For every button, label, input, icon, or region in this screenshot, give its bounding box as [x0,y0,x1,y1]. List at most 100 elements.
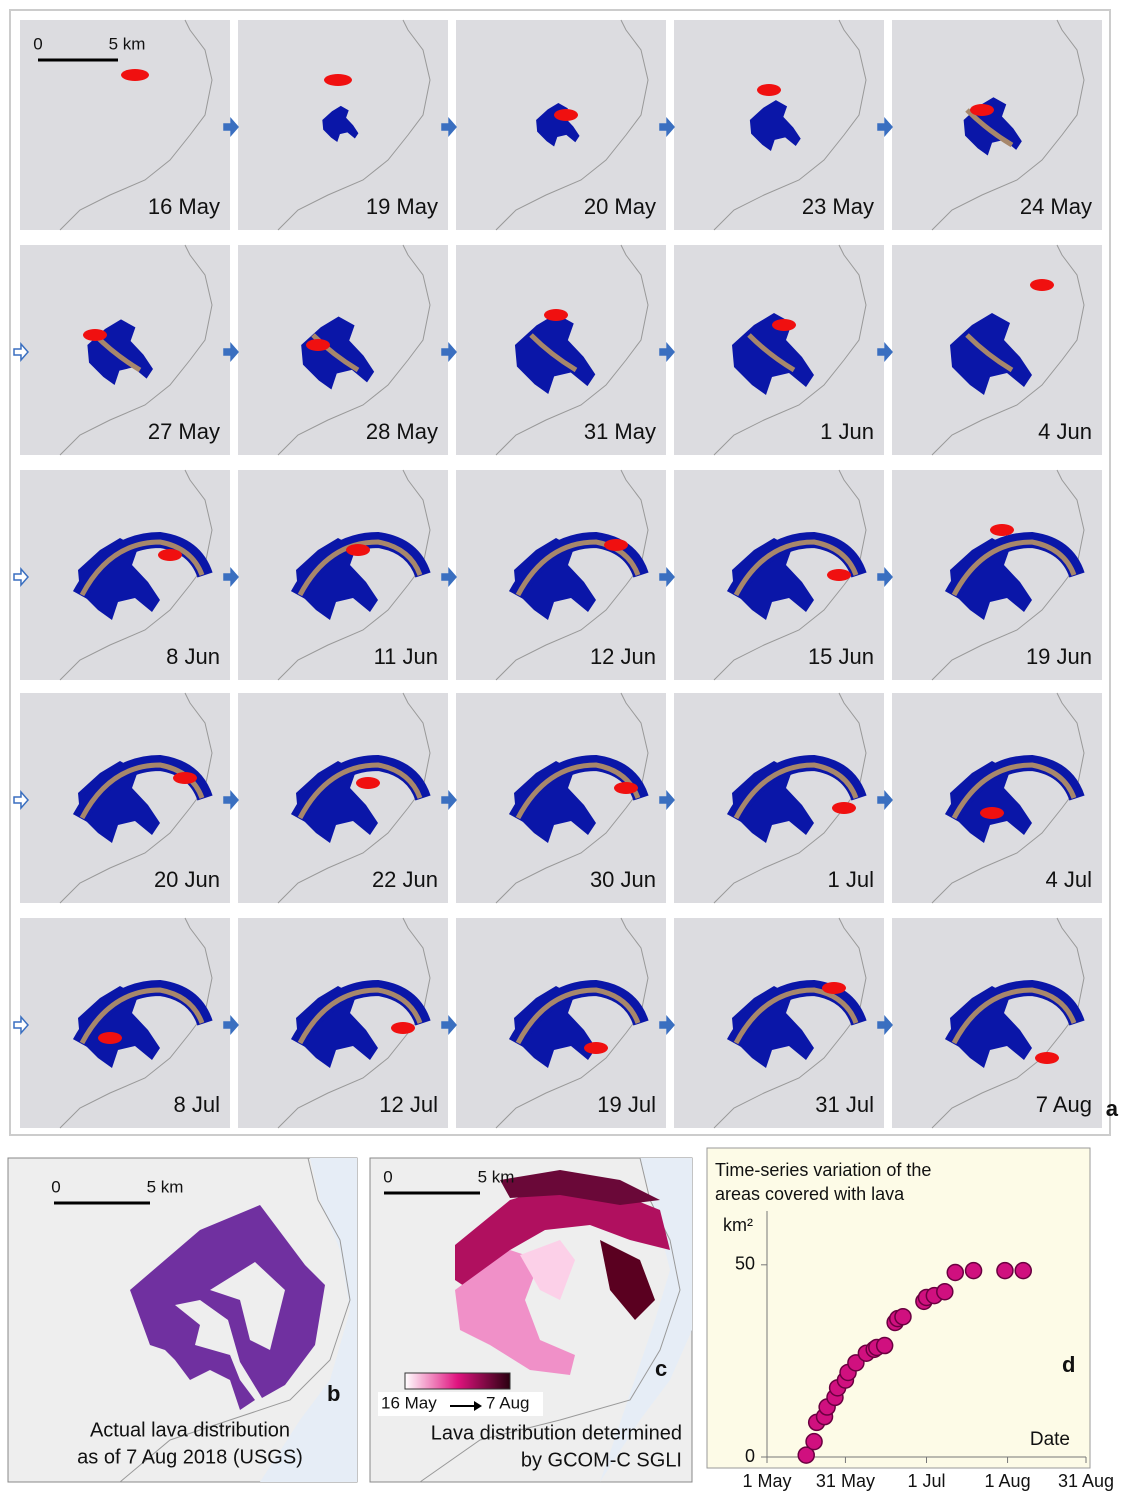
colorbar-end: 7 Aug [486,1393,530,1412]
x-axis-label: Date [1030,1429,1070,1450]
data-point [806,1434,822,1450]
scale-length: 5 km [109,34,146,53]
active-lava [324,74,352,86]
scale-zero: 0 [33,34,42,53]
date-label: 11 Jun [374,644,438,669]
active-lava [990,524,1014,536]
active-lava [121,69,149,81]
date-label: 31 Jul [815,1092,874,1117]
data-point [1015,1263,1031,1279]
colorbar [405,1373,510,1389]
y-axis-label: km² [723,1215,753,1235]
date-label: 23 May [802,194,874,219]
map-tile: 1 Jul [674,693,884,903]
x-tick-label: 1 Aug [985,1471,1031,1491]
map-tile: 23 May [674,20,884,230]
scale-length: 5 km [478,1167,515,1186]
chart-title: areas covered with lava [715,1184,905,1204]
x-tick-label: 31 May [816,1471,875,1491]
map-tile: 20 May [456,20,666,230]
date-label: 7 Aug [1036,1092,1092,1117]
active-lava [827,569,851,581]
map-tile: 12 Jun [456,470,666,680]
data-point [895,1309,911,1325]
map-tile: 24 May [892,20,1102,230]
active-lava [544,309,568,321]
active-lava [970,104,994,116]
active-lava [584,1042,608,1054]
panel-label: b [327,1381,340,1406]
active-lava [832,802,856,814]
active-lava [173,772,197,784]
caption: as of 7 Aug 2018 (USGS) [77,1446,303,1468]
map-tile: 1 Jun [674,245,884,455]
date-label: 24 May [1020,194,1092,219]
data-point [997,1263,1013,1279]
map-tile: 8 Jul [20,918,230,1128]
date-label: 22 Jun [372,867,438,892]
data-point [877,1338,893,1354]
active-lava [83,329,107,341]
date-label: 20 Jun [154,867,220,892]
active-lava [1030,279,1054,291]
date-label: 20 May [584,194,656,219]
map-tile: 7 Aug [892,918,1102,1128]
active-lava [604,539,628,551]
panel-label: a [1106,1096,1119,1121]
active-lava [614,782,638,794]
map-tile: 19 May [238,20,448,230]
caption: Actual lava distribution [90,1419,290,1441]
date-label: 19 May [366,194,438,219]
scale-length: 5 km [147,1177,184,1196]
date-label: 15 Jun [808,644,874,669]
active-lava [306,339,330,351]
x-tick-label: 31 Aug [1058,1471,1114,1491]
map-tile: 22 Jun [238,693,448,903]
active-lava [1035,1052,1059,1064]
active-lava [158,549,182,561]
active-lava [391,1022,415,1034]
panel-label: d [1062,1352,1075,1377]
x-tick-label: 1 Jul [907,1471,945,1491]
date-label: 31 May [584,419,656,444]
date-label: 27 May [148,419,220,444]
map-tile: 31 May [456,245,666,455]
date-label: 1 Jul [828,867,874,892]
date-label: 19 Jun [1026,644,1092,669]
colorbar-start: 16 May [381,1393,437,1412]
figure: a 0 5 km b Actual lava distribution as o… [0,0,1130,1496]
scale-zero: 0 [51,1177,60,1196]
chart-title: Time-series variation of the [715,1160,931,1180]
scale-zero: 0 [383,1167,392,1186]
map-tile: 19 Jun [892,470,1102,680]
caption: by GCOM-C SGLI [521,1449,682,1471]
date-label: 30 Jun [590,867,656,892]
y-tick-label: 0 [745,1446,755,1466]
data-point [966,1263,982,1279]
active-lava [346,544,370,556]
x-tick-label: 1 May [742,1471,791,1491]
map-tile: 27 May [20,245,230,455]
map-tile: 15 Jun [674,470,884,680]
map-tile: 12 Jul [238,918,448,1128]
caption: Lava distribution determined [431,1422,682,1444]
map-tile: 30 Jun [456,693,666,903]
date-label: 8 Jul [174,1092,220,1117]
map-tile: 11 Jun [238,470,448,680]
date-label: 28 May [366,419,438,444]
date-label: 12 Jun [590,644,656,669]
active-lava [822,982,846,994]
date-label: 12 Jul [379,1092,438,1117]
data-point [947,1265,963,1281]
active-lava [554,109,578,121]
date-label: 8 Jun [166,644,220,669]
data-point [937,1284,953,1300]
date-label: 1 Jun [820,419,874,444]
active-lava [772,319,796,331]
active-lava [980,807,1004,819]
map-tile: 19 Jul [456,918,666,1128]
map-tile: 31 Jul [674,918,884,1128]
panel-label: c [655,1356,667,1381]
active-lava [356,777,380,789]
